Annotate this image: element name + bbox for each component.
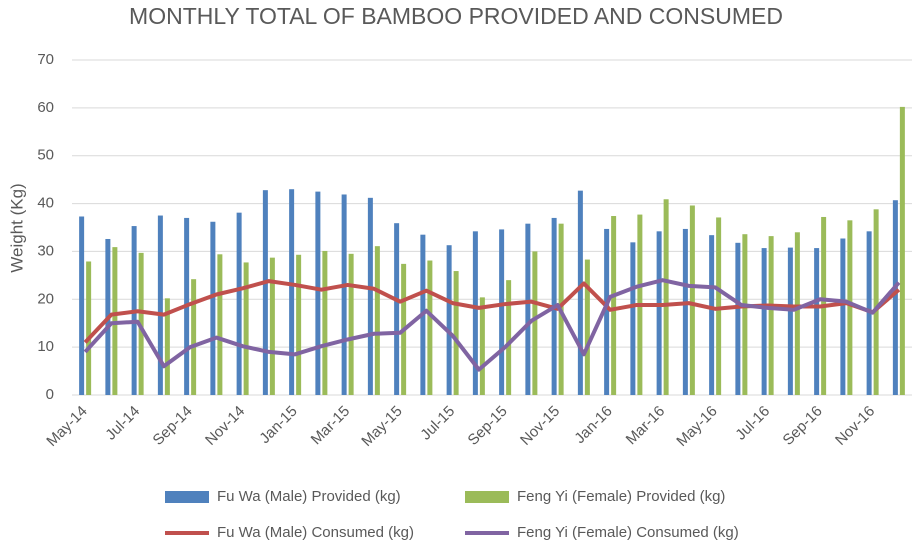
bar [453,271,459,395]
bar [611,216,617,395]
bar [630,242,636,395]
bar [394,223,400,395]
bar [689,205,695,395]
bar [315,191,321,395]
bar [296,254,302,395]
bar [427,260,433,395]
bar [899,106,905,396]
legend-label: Feng Yi (Female) Consumed (kg) [517,524,739,541]
bar [525,223,531,395]
y-tick-label: 70 [37,51,54,68]
x-tick-label: Sep-14 [150,403,196,449]
legend-label: Feng Yi (Female) Provided (kg) [517,488,725,505]
bar [761,248,767,395]
bar [604,228,610,395]
bar [367,197,373,395]
bar [374,246,380,395]
bar [656,231,662,395]
bar [289,189,295,395]
bar [157,215,163,395]
x-tick-label: May-16 [673,403,720,450]
x-tick-label: May-15 [358,403,405,450]
bar [840,238,846,395]
bar [262,190,268,395]
bar [742,234,748,395]
bar [794,232,800,395]
bar [892,200,898,395]
bar [348,253,354,395]
bar [584,259,590,395]
bar [446,245,452,395]
y-axis-label: Weight (Kg) [7,183,26,272]
legend-swatch [465,491,509,503]
bar [682,228,688,395]
bar [506,280,512,395]
bar [847,220,853,395]
bar [210,221,216,395]
y-tick-label: 0 [46,386,54,403]
legend-swatch [165,491,209,503]
chart-title: MONTHLY TOTAL OF BAMBOO PROVIDED AND CON… [129,3,783,29]
x-tick-label: Jul-14 [102,403,143,444]
bar [191,279,197,395]
bar [243,262,249,395]
line-series [83,279,901,344]
bar [79,216,85,395]
x-tick-label: Jul-16 [732,403,773,444]
x-tick-label: Sep-16 [780,403,826,449]
bar [787,247,793,395]
bar [269,257,275,395]
bar [322,250,328,395]
y-tick-label: 20 [37,290,54,307]
x-tick-label: Nov-14 [202,403,248,449]
bar [532,251,538,395]
x-tick-label: Nov-15 [517,403,563,449]
bar [164,298,170,395]
y-tick-label: 50 [37,147,54,164]
bar [479,297,485,395]
bar [716,217,722,395]
legend-label: Fu Wa (Male) Consumed (kg) [217,524,414,541]
x-tick-label: Mar-16 [623,403,669,449]
x-tick-label: Mar-15 [308,403,354,449]
y-tick-label: 60 [37,99,54,116]
bar [217,254,223,395]
bar [768,236,774,395]
y-tick-label: 30 [37,242,54,259]
line-series [83,278,901,372]
bar [341,194,347,395]
x-tick-label: May-14 [43,403,90,450]
bar [873,209,879,395]
bar [709,235,715,395]
y-tick-label: 10 [37,338,54,355]
bar [735,242,741,395]
x-tick-label: Jan-15 [256,403,300,447]
bar [86,261,92,395]
legend-label: Fu Wa (Male) Provided (kg) [217,488,401,505]
bar [577,190,583,395]
bar [499,229,505,395]
bar [472,231,478,395]
bar [663,199,669,395]
x-tick-label: Jan-16 [571,403,615,447]
bar [814,248,820,395]
x-tick-label: Jul-15 [417,403,458,444]
bar [236,212,242,395]
x-tick-label: Nov-16 [832,403,878,449]
x-tick-label: Sep-15 [465,403,511,449]
y-tick-label: 40 [37,195,54,212]
